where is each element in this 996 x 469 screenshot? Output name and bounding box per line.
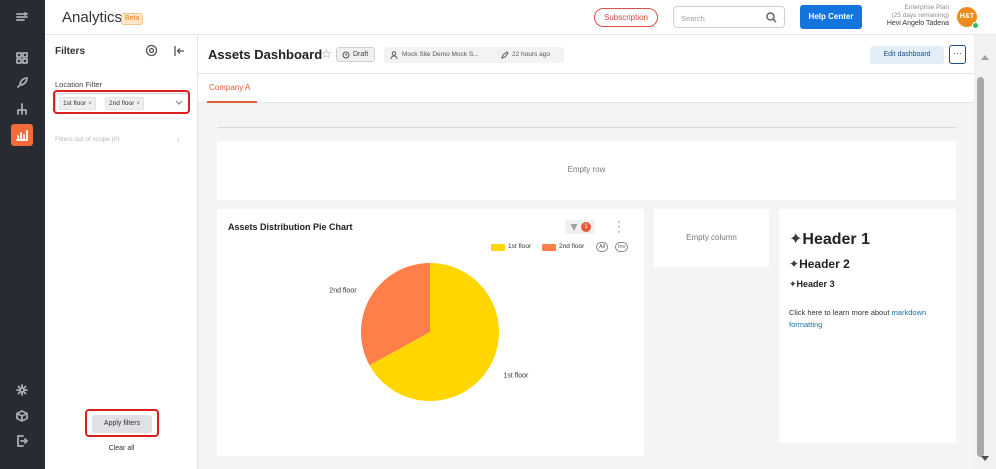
tab-company-a[interactable]: Company A [209,83,251,92]
pie-chart-card: Assets Distribution Pie Chart 1 · · · 1st … [217,209,644,456]
divider [218,127,956,128]
more-options-button[interactable]: ··· [949,45,966,64]
cube-icon[interactable] [11,405,33,427]
top-bar: Analytics Beta Subscription Search Help … [45,0,996,35]
active-tab-indicator [207,101,257,103]
search-input[interactable]: Search [673,6,785,28]
logout-door-icon[interactable] [11,430,33,452]
legend-label-1st-floor[interactable]: 1st floor [508,243,532,250]
filter-chip-2nd-floor: 2nd floor × [105,97,145,110]
edit-dashboard-button[interactable]: Edit dashboard [870,46,944,64]
search-icon [766,12,777,23]
chip-label: 1st floor [63,100,87,107]
chip-label: 2nd floor [109,100,135,107]
user-name: Hevi Angelo Tadena [886,20,949,27]
markdown-header-3: ✦Header 3 [789,279,835,290]
chevron-right-icon[interactable]: › [177,135,180,144]
empty-column-placeholder: Empty column [654,209,769,267]
filter-settings-gear-icon[interactable] [145,44,158,57]
chip-remove-icon[interactable]: × [136,100,141,107]
scroll-down-arrow-icon[interactable] [981,456,989,461]
scroll-up-arrow-icon[interactable] [981,55,989,60]
pie-slice-1st-floor[interactable] [369,263,500,401]
chart-menu-kebab-icon[interactable]: · · · [617,216,621,238]
plan-info: Enterprise Plan (25 days remaining) Hevi… [875,4,949,28]
rocket-icon[interactable] [11,72,33,94]
user-icon [390,51,398,59]
dashboard-grid-icon[interactable] [11,47,33,69]
avatar[interactable]: H&T [957,7,977,27]
status-badge: Draft [336,47,376,62]
highlight-annotation-filter [53,90,190,114]
pie-label-2nd-floor: 2nd floor [329,288,357,295]
location-filter-label: Location Filter [55,80,103,89]
modified-time: 22 hours ago [512,51,550,58]
scrollbar-thumb[interactable] [977,77,984,457]
legend-invert-button[interactable]: Inv [615,242,629,252]
legend-all-button[interactable]: All [596,242,609,252]
clear-all-link[interactable]: Clear all [108,445,135,452]
chart-title: Assets Distribution Pie Chart [228,222,353,232]
header-3-text: Header 3 [796,279,835,289]
sparkle-icon: ✦ [789,231,803,248]
site-name: Mock Site Demo Mock S... [402,51,479,58]
filters-out-of-scope[interactable]: Filters out of scope (0) [55,136,120,143]
beta-badge: Beta [121,13,144,25]
subscription-button[interactable]: Subscription [594,8,658,27]
analytics-chart-icon[interactable] [11,124,33,146]
dashboard-meta: Mock Site Demo Mock S... 22 hours ago [384,47,564,63]
favorite-star-icon[interactable]: ☆ [321,47,332,61]
page-title: Assets Dashboard [208,47,323,62]
apply-filters-button[interactable]: Apply filters [92,415,152,433]
empty-row-label: Empty row [567,165,606,174]
legend-swatch-2nd-floor[interactable] [542,244,556,251]
header-1-text: Header 1 [802,231,870,248]
collapse-panel-icon[interactable] [173,45,185,57]
app-title: Analytics [62,9,123,26]
filter-icon [571,224,577,230]
hierarchy-icon[interactable] [11,98,33,120]
online-status-dot [972,22,979,29]
markdown-header-1: ✦Header 1 [789,229,870,249]
status-label: Draft [353,51,369,58]
chart-filter-indicator[interactable]: 1 [565,220,595,234]
vertical-scrollbar[interactable] [974,35,996,469]
plan-name: Enterprise Plan [904,4,949,11]
filters-title: Filters [55,46,86,57]
edit-pencil-icon [501,51,509,59]
left-nav-rail [0,0,45,469]
clock-icon [342,51,350,59]
dashboard-header: Assets Dashboard ☆ Draft Mock Site Demo … [198,35,974,74]
chart-legend: 1st floor 2nd floor All Inv [491,242,641,254]
menu-toggle-icon[interactable] [11,6,33,28]
empty-row-placeholder: Empty row [217,141,956,200]
highlight-annotation-apply [85,409,159,437]
markdown-paragraph: Click here to learn more about markdown … [789,307,954,331]
dashboard-canvas: Empty row Assets Distribution Pie Chart … [198,103,974,469]
empty-column-label: Empty column [686,233,737,242]
settings-gear-icon[interactable] [11,379,33,401]
header-2-text: Header 2 [799,257,850,271]
markdown-formatting-link[interactable]: markdown formatting [789,308,927,329]
markdown-body-text: Click here to learn more about [789,308,892,317]
plan-remaining: (25 days remaining) [891,12,949,19]
markdown-card: ✦Header 1 ✦Header 2 ✦Header 3 Click here… [779,209,956,443]
markdown-header-2: ✦Header 2 [789,257,850,271]
legend-swatch-1st-floor[interactable] [491,244,505,251]
search-placeholder: Search [681,14,705,23]
filter-count-badge: 1 [581,222,591,232]
pie-chart: 1st floor 2nd floor [329,263,529,401]
sparkle-icon: ✦ [789,279,797,289]
pie-slice-2nd-floor[interactable] [361,263,430,366]
pie-label-1st-floor: 1st floor [503,372,529,379]
dashboard-tabs: Company A [198,74,974,103]
filter-chip-1st-floor: 1st floor × [59,97,96,110]
chip-remove-icon[interactable]: × [88,100,92,107]
filters-panel: Filters Location Filter 1st floor × 2nd f… [45,35,198,469]
chevron-down-icon[interactable] [175,100,183,106]
sparkle-icon: ✦ [789,257,800,271]
help-center-button[interactable]: Help Center [800,5,862,29]
legend-label-2nd-floor[interactable]: 2nd floor [559,243,585,250]
